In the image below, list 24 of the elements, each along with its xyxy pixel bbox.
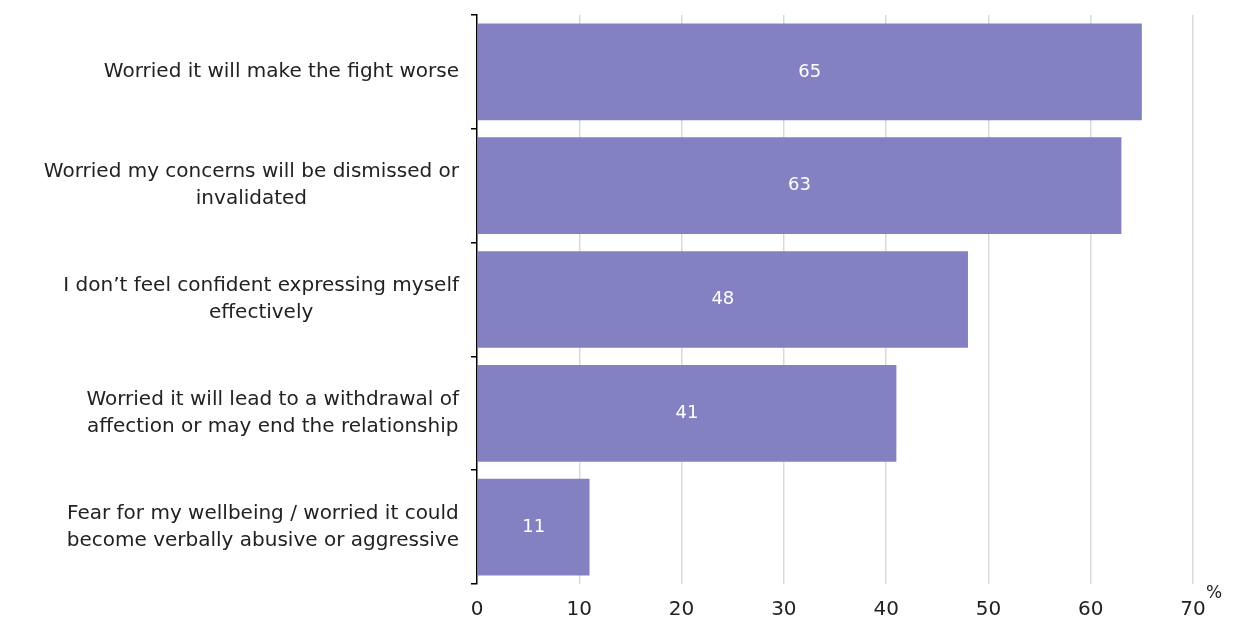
x-tick-label: 0 bbox=[470, 596, 484, 621]
data-label: 41 bbox=[675, 400, 699, 422]
bar bbox=[477, 364, 897, 462]
data-label: 11 bbox=[522, 514, 546, 536]
bar bbox=[477, 478, 590, 576]
data-label: 63 bbox=[788, 173, 812, 195]
y-tick-label: Worried it will make the fight worse bbox=[103, 58, 459, 83]
x-tick-label: 40 bbox=[873, 596, 899, 621]
x-axis-title: % bbox=[1205, 582, 1223, 603]
y-tick-label: Worried my concerns will be dismissed or invalidated bbox=[43, 158, 460, 210]
x-tick-label: 70 bbox=[1180, 596, 1206, 621]
y-tick-label: I don’t feel confident expressing myself effectively bbox=[63, 272, 460, 324]
data-label: 48 bbox=[711, 287, 735, 309]
x-tick-label: 30 bbox=[771, 596, 797, 621]
x-tick-label: 60 bbox=[1077, 596, 1104, 621]
x-tick-label: 10 bbox=[566, 596, 593, 621]
bar bbox=[477, 23, 1142, 121]
x-tick-label: 20 bbox=[668, 596, 695, 621]
data-label: 65 bbox=[798, 59, 822, 81]
y-tick-label: Worried it will lead to a withdrawal of affection or may end the relationship bbox=[86, 386, 460, 437]
bar bbox=[477, 137, 1122, 235]
y-tick-label: Fear for my wellbeing / worried it could become verbally abusive or aggressive bbox=[66, 499, 459, 551]
x-tick-label: 50 bbox=[975, 596, 1002, 621]
bar bbox=[477, 251, 968, 348]
